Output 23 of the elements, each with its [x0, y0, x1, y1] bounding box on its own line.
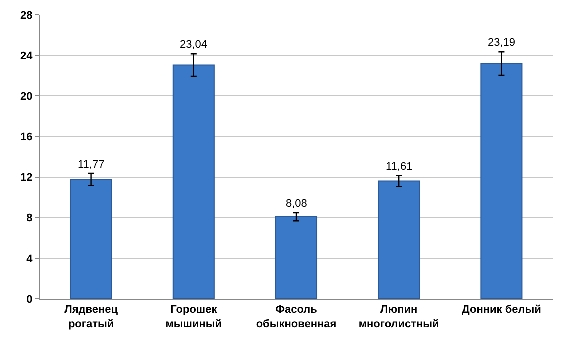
x-tick-label: Фасоль обыкновенная — [256, 304, 337, 330]
y-tick-label: 16 — [20, 132, 33, 144]
x-tick-label: Горошек мышиный — [166, 304, 222, 330]
data-label: 11,77 — [78, 159, 105, 171]
y-tick-label: 20 — [20, 90, 33, 103]
y-tick-label: 4 — [26, 253, 34, 266]
y-tick-label: 12 — [20, 172, 33, 184]
y-tick-label: 0 — [26, 294, 33, 306]
y-tick-label: 24 — [20, 50, 34, 62]
x-tick-label: Люпин многолистный — [358, 304, 440, 330]
y-tick-label: 28 — [20, 10, 33, 22]
x-tick-label: Лядвенец рогатый — [64, 304, 118, 330]
data-label: 23,19 — [488, 37, 516, 49]
data-label: 23,04 — [180, 39, 208, 51]
bar — [378, 180, 420, 299]
y-tick-label: 8 — [26, 212, 33, 225]
bar — [480, 63, 523, 299]
bar — [275, 216, 318, 299]
data-label: 8,08 — [286, 198, 308, 210]
x-tick-label: Донник белый — [462, 304, 542, 316]
bar — [172, 64, 215, 299]
bar — [70, 179, 112, 299]
data-label: 11,61 — [386, 161, 413, 173]
